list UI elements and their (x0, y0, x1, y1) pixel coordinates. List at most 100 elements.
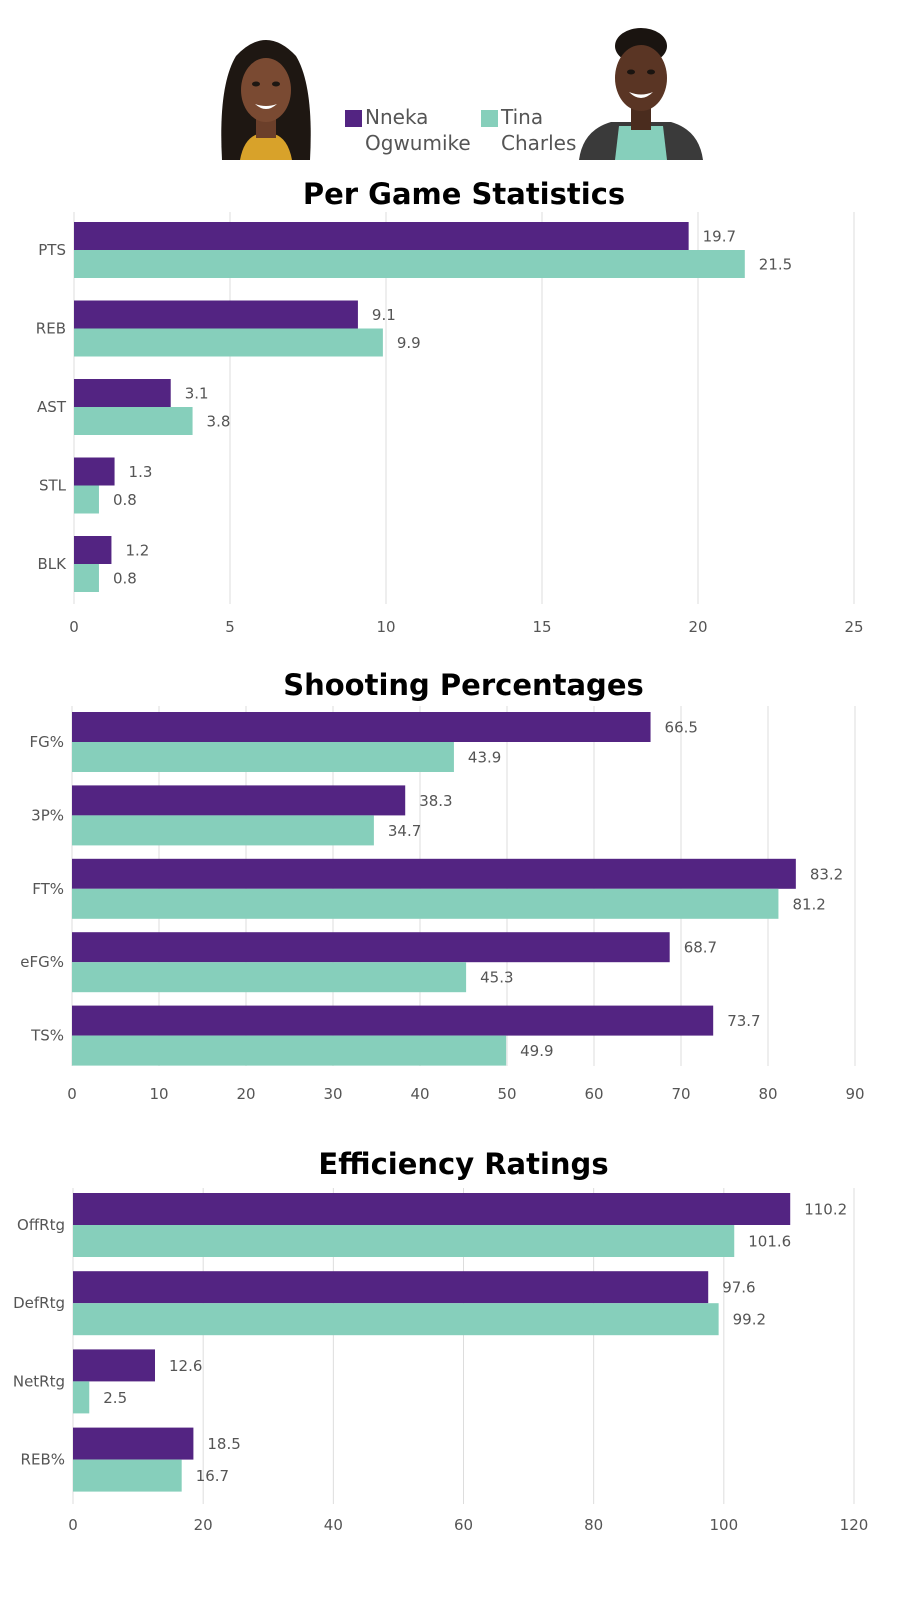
bar-efg-pct-series-1 (72, 932, 670, 963)
chart-efficiency-ratings: Efficiency Ratings 0 20 40 60 80 100 120 OffRtg 1… (13, 1147, 868, 1534)
bar-ft-pct-series-1 (72, 858, 796, 889)
legend-label-line: Ogwumike (365, 131, 471, 155)
x-tick-label: 10 (376, 618, 395, 636)
bar-netrtg-series-1 (73, 1349, 156, 1382)
value-label: 12.6 (169, 1357, 202, 1375)
x-tick-label: 25 (844, 618, 863, 636)
value-label: 16.7 (196, 1467, 229, 1485)
value-label: 81.2 (792, 895, 825, 913)
player-photo-tina-charles (575, 26, 707, 160)
legend-swatch-nneka-ogwumike (345, 110, 362, 127)
bar-defrtg-series-1 (73, 1271, 709, 1304)
bar-reb-pct-series-2 (73, 1459, 182, 1492)
bar-ast-series-2 (74, 407, 193, 435)
bar-reb-series-1 (74, 300, 358, 329)
category-label: FT% (32, 880, 64, 898)
category-label: AST (37, 398, 67, 416)
value-label: 0.8 (113, 491, 137, 509)
bar-netrtg-series-2 (73, 1381, 90, 1414)
x-tick-label: 40 (410, 1085, 429, 1103)
value-label: 0.8 (113, 570, 137, 588)
bar-ast-series-1 (74, 379, 171, 407)
value-label: 3.1 (185, 385, 209, 403)
value-label: 9.1 (372, 306, 396, 324)
player-photo-nneka-ogwumike (200, 26, 332, 160)
x-tick-label: 0 (67, 1085, 77, 1103)
x-tick-label: 20 (236, 1085, 255, 1103)
category-label: eFG% (20, 953, 64, 971)
value-label: 19.7 (703, 228, 736, 246)
value-label: 18.5 (207, 1435, 240, 1453)
value-label: 34.7 (388, 822, 421, 840)
bar-fg-pct-series-2 (72, 742, 454, 772)
value-label: 2.5 (103, 1389, 127, 1407)
bar-stl-series-2 (74, 485, 99, 514)
legend-label-line: Charles (501, 131, 577, 155)
x-tick-label: 0 (69, 618, 79, 636)
value-label: 66.5 (665, 719, 698, 737)
value-label: 45.3 (480, 969, 513, 987)
x-tick-label: 15 (532, 618, 551, 636)
category-label: BLK (38, 555, 68, 573)
chart-title: Efficiency Ratings (318, 1147, 608, 1181)
x-tick-label: 120 (840, 1516, 869, 1534)
bar-blk-series-1 (74, 536, 112, 564)
bar-efg-pct-series-2 (72, 962, 467, 993)
x-tick-label: 10 (149, 1085, 168, 1103)
x-tick-label: 80 (758, 1085, 777, 1103)
x-tick-label: 20 (688, 618, 707, 636)
chart-title: Per Game Statistics (303, 177, 625, 211)
x-tick-label: 60 (454, 1516, 473, 1534)
bar-3p-pct-series-1 (72, 785, 406, 816)
bar-ts-pct-series-1 (72, 1005, 714, 1036)
bar-pts-series-1 (74, 222, 689, 250)
value-label: 21.5 (759, 256, 792, 274)
value-label: 68.7 (684, 939, 717, 957)
bar-fg-pct-series-1 (72, 712, 651, 742)
bar-pts-series-2 (74, 250, 745, 278)
legend-label-line: Nneka (365, 105, 429, 129)
category-label: REB (36, 320, 66, 338)
x-tick-label: 0 (68, 1516, 78, 1534)
bar-blk-series-2 (74, 564, 99, 592)
chart-title: Shooting Percentages (283, 668, 644, 702)
category-label: STL (39, 477, 67, 495)
x-tick-label: 40 (324, 1516, 343, 1534)
x-tick-label: 70 (671, 1085, 690, 1103)
bar-offrtg-series-1 (73, 1193, 791, 1225)
x-tick-label: 30 (323, 1085, 342, 1103)
category-label: 3P% (31, 806, 64, 824)
x-tick-label: 100 (710, 1516, 739, 1534)
category-label: DefRtg (13, 1294, 65, 1312)
category-label: TS% (30, 1027, 64, 1045)
bar-3p-pct-series-2 (72, 815, 374, 846)
value-label: 38.3 (419, 792, 452, 810)
value-label: 97.6 (722, 1279, 755, 1297)
bar-reb-series-2 (74, 328, 383, 357)
x-tick-label: 60 (584, 1085, 603, 1103)
legend-label: Tina Charles (501, 104, 621, 156)
value-label: 3.8 (207, 413, 231, 431)
value-label: 99.2 (733, 1311, 766, 1329)
x-tick-label: 90 (845, 1085, 864, 1103)
legend: Nneka Ogwumike Tina Charles (0, 0, 900, 165)
bar-reb-pct-series-1 (73, 1427, 194, 1460)
legend-label: Nneka Ogwumike (365, 104, 485, 156)
value-label: 9.9 (397, 334, 421, 352)
x-tick-label: 80 (584, 1516, 603, 1534)
x-tick-label: 5 (225, 618, 235, 636)
bar-offrtg-series-2 (73, 1225, 735, 1257)
bar-defrtg-series-2 (73, 1303, 719, 1336)
category-label: NetRtg (13, 1372, 65, 1390)
category-label: FG% (29, 733, 64, 751)
x-tick-label: 20 (194, 1516, 213, 1534)
chart-shooting-percentages: Shooting Percentages 0 10 20 30 40 50 60 70 80 90 F… (20, 668, 864, 1103)
value-label: 43.9 (468, 749, 501, 767)
value-label: 101.6 (748, 1233, 791, 1251)
category-label: REB% (21, 1451, 65, 1469)
bar-ft-pct-series-2 (72, 888, 779, 919)
category-label: PTS (38, 241, 66, 259)
bar-ts-pct-series-2 (72, 1035, 507, 1066)
x-tick-label: 50 (497, 1085, 516, 1103)
